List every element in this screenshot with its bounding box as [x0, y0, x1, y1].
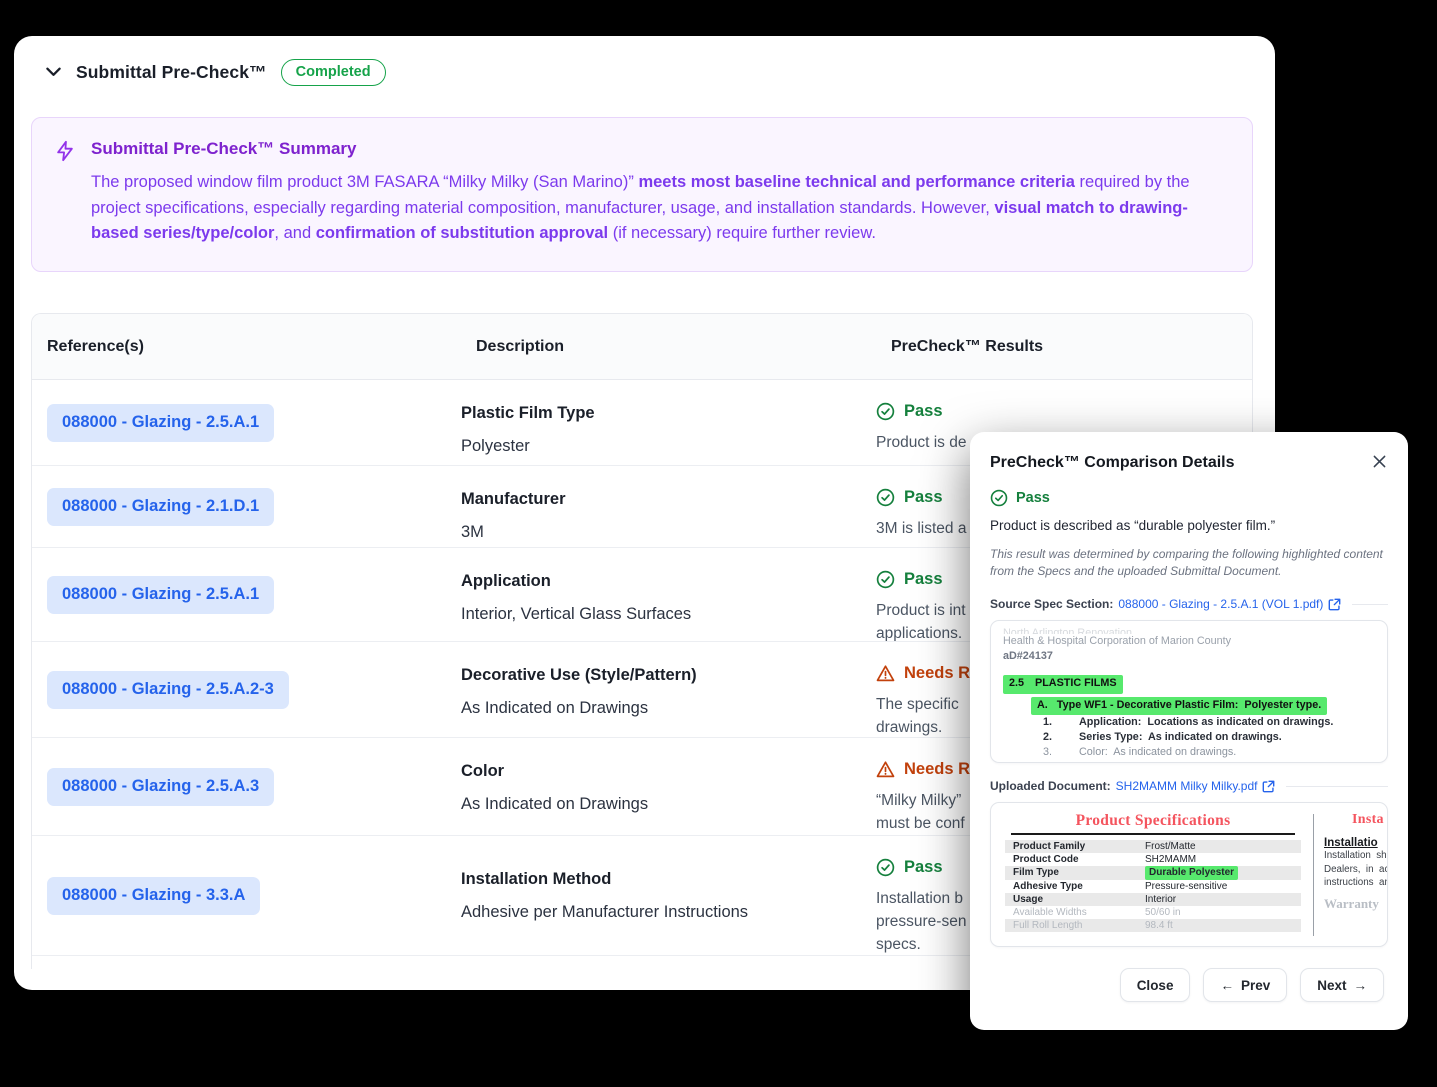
- summary-text: The proposed window film product 3M FASA…: [91, 173, 1190, 243]
- source-spec-row: Source Spec Section: 088000 - Glazing - …: [990, 597, 1388, 611]
- reference-link[interactable]: 088000 - Glazing - 2.5.A.3: [47, 767, 275, 806]
- check-circle-icon: [876, 570, 895, 589]
- modal-result-text: Product is described as “durable polyest…: [990, 518, 1276, 533]
- lightning-bolt-icon: [54, 140, 76, 162]
- pass-status: Pass: [876, 858, 1252, 877]
- highlighted-film-type: Durable Polyester: [1145, 866, 1239, 880]
- pass-status: Pass: [876, 570, 1252, 589]
- source-spec-link[interactable]: 088000 - Glazing - 2.5.A.1 (VOL 1.pdf): [1118, 597, 1324, 611]
- divider: [1313, 814, 1314, 936]
- warning-triangle-icon: [876, 665, 895, 682]
- prev-button[interactable]: ← Prev: [1203, 968, 1288, 1002]
- page-title: Submittal Pre-Check™: [76, 61, 267, 82]
- check-circle-icon: [990, 489, 1008, 507]
- arrow-right-icon: →: [1353, 977, 1368, 993]
- panel-header: Submittal Pre-Check™ Completed: [31, 58, 1253, 86]
- highlighted-spec-heading: 2.5 PLASTIC FILMS: [1003, 675, 1375, 694]
- check-circle-icon: [876, 858, 895, 877]
- uploaded-document-row: Uploaded Document: SH2MAMM Milky Milky.p…: [990, 779, 1388, 793]
- status-badge-completed: Completed: [280, 58, 386, 86]
- summary-title: Submittal Pre-Check™ Summary: [91, 139, 357, 158]
- reference-link[interactable]: 088000 - Glazing - 3.3.A: [47, 876, 261, 915]
- modal-footer: Close ← Prev Next →: [1119, 968, 1384, 1002]
- chevron-down-icon[interactable]: [46, 64, 62, 80]
- divider: [1352, 603, 1388, 605]
- column-header-description: Description: [476, 337, 565, 355]
- source-spec-preview: North Arlington Renovation Health & Hosp…: [990, 620, 1388, 763]
- modal-title: PreCheck™ Comparison Details: [990, 454, 1235, 471]
- uploaded-document-preview: Product Specifications Product Family Fro…: [990, 802, 1388, 947]
- reference-link[interactable]: 088000 - Glazing - 2.5.A.1: [47, 403, 275, 442]
- reference-link[interactable]: 088000 - Glazing - 2.1.D.1: [47, 487, 275, 526]
- check-circle-icon: [876, 402, 895, 421]
- precheck-summary-callout: Submittal Pre-Check™ Summary The propose…: [31, 117, 1253, 273]
- warning-triangle-icon: [876, 761, 895, 778]
- highlighted-spec-subheading: A. Type WF1 - Decorative Plastic Film: P…: [1003, 696, 1375, 715]
- pass-status: Pass: [876, 402, 1252, 421]
- close-button[interactable]: Close: [1119, 968, 1191, 1002]
- column-header-references: Reference(s): [47, 337, 144, 355]
- modal-note-text: This result was determined by comparing …: [990, 547, 1383, 578]
- table-header-row: Reference(s) Description PreCheck™ Resul…: [32, 314, 1252, 381]
- close-icon[interactable]: [1368, 450, 1390, 472]
- needs-review-status: Needs R: [876, 760, 1252, 779]
- reference-link[interactable]: 088000 - Glazing - 2.5.A.2-3: [47, 670, 289, 709]
- next-button[interactable]: Next →: [1300, 968, 1384, 1002]
- reference-link[interactable]: 088000 - Glazing - 2.5.A.1: [47, 575, 275, 614]
- table-bottom-spacer: [32, 956, 1252, 970]
- column-header-results: PreCheck™ Results: [891, 337, 1044, 355]
- external-link-icon[interactable]: [1328, 598, 1341, 611]
- external-link-icon[interactable]: [1262, 780, 1275, 793]
- divider: [1011, 833, 1295, 835]
- pass-status: Pass: [876, 488, 1252, 507]
- check-circle-icon: [876, 488, 895, 507]
- arrow-left-icon: ←: [1220, 977, 1234, 993]
- precheck-comparison-modal: PreCheck™ Comparison Details Pass Produc…: [970, 432, 1408, 1030]
- uploaded-document-link[interactable]: SH2MAMM Milky Milky.pdf: [1115, 779, 1258, 793]
- needs-review-status: Needs R: [876, 664, 1252, 683]
- divider: [1286, 785, 1388, 787]
- modal-pass-status: Pass: [990, 489, 1388, 507]
